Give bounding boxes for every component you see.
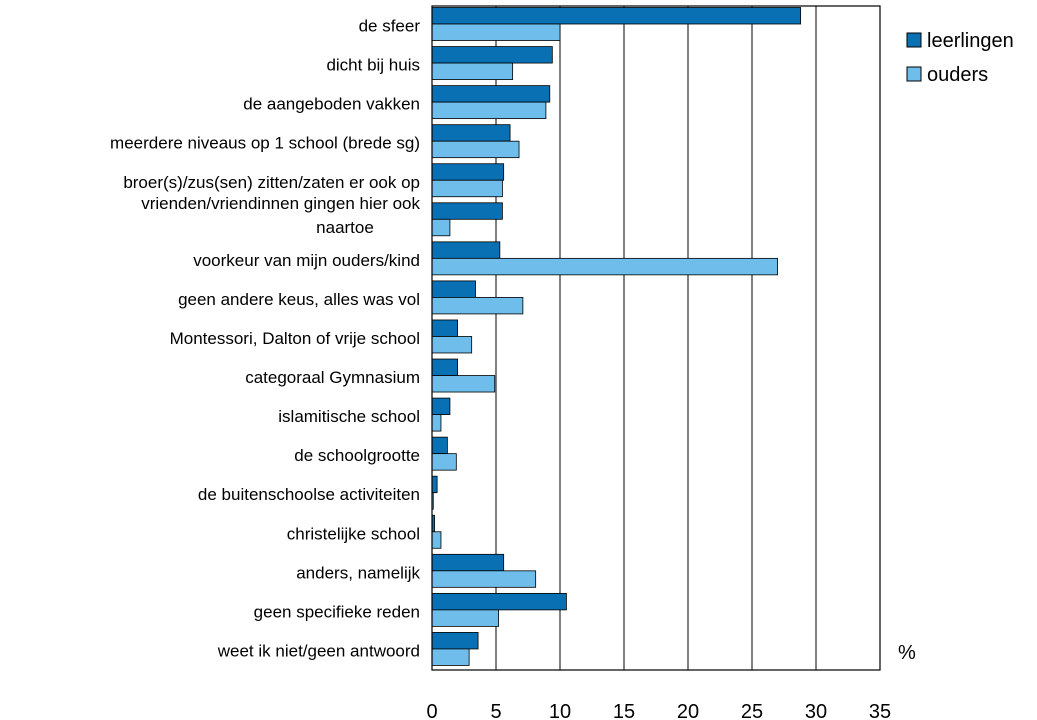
bar-leerlingen-geen-specifieke-reden: [431, 592, 567, 611]
category-label-christelijke-school: christelijke school: [287, 524, 420, 543]
bar-leerlingen-weet-ik-niet-geen-antwoord: [431, 632, 479, 650]
category-label-meerdere-niveaus-op-1-school-brede-sg: meerdere niveaus op 1 school (brede sg): [110, 134, 420, 153]
category-label-montessori-dalton-of-vrije-school: Montessori, Dalton of vrije school: [170, 329, 420, 348]
category-label-geen-specifieke-reden: geen specifieke reden: [254, 602, 420, 621]
bar-ouders-weet-ik-niet-geen-antwoord: [431, 648, 470, 666]
category-label-voorkeur-van-mijn-ouders-kind: voorkeur van mijn ouders/kind: [193, 251, 420, 270]
bar-leerlingen-de-sfeer: [431, 7, 802, 25]
bars: [431, 7, 802, 666]
bar-leerlingen-montessori-dalton-of-vrije-school: [431, 319, 459, 337]
category-label-de-buitenschoolse-activiteiten: de buitenschoolse activiteiten: [198, 485, 420, 504]
legend: leerlingen ouders: [906, 30, 1014, 86]
unit-label: %: [898, 642, 916, 664]
category-label-broer-s-zus-sen-zitten-zaten-er-ook-op: broer(s)/zus(sen) zitten/zaten er ook op: [123, 173, 420, 192]
bar-leerlingen-broer-s-zus-sen-zitten-zaten-er-ook-op: [431, 163, 505, 181]
bar-ouders-broer-s-zus-sen-zitten-zaten-er-ook-op: [431, 179, 503, 198]
category-label-anders-namelijk: anders, namelijk: [296, 563, 420, 582]
category-label-de-aangeboden-vakken: de aangeboden vakken: [243, 95, 420, 114]
bar-ouders-anders-namelijk: [431, 570, 537, 588]
bar-ouders-vrienden-vriendinnen-gingen-hier-ook-naartoe: [431, 218, 451, 237]
bar-leerlingen-de-aangeboden-vakken: [431, 85, 551, 103]
category-labels: de sfeer dicht bij huis de aangeboden vakk…: [110, 17, 420, 661]
bar-ouders-islamitische-school: [431, 414, 442, 432]
bar-ouders-christelijke-school: [431, 531, 442, 549]
tick-label-20: 20: [677, 701, 699, 720]
tick-label-35: 35: [869, 701, 891, 720]
tick-label-30: 30: [805, 701, 827, 720]
legend-swatch-leerlingen: [906, 32, 922, 48]
bar-leerlingen-geen-andere-keus-alles-was-vol: [431, 280, 476, 298]
bar-leerlingen-islamitische-school: [431, 397, 451, 415]
bar-ouders-voorkeur-van-mijn-ouders-kind: [431, 257, 779, 276]
bar-leerlingen-voorkeur-van-mijn-ouders-kind: [431, 241, 501, 259]
tick-label-0: 0: [426, 701, 437, 720]
legend-label-ouders: ouders: [927, 64, 988, 86]
category-label-categoraal-gymnasium: categoraal Gymnasium: [245, 368, 420, 387]
bar-leerlingen-de-schoolgrootte: [431, 436, 448, 455]
tick-label-5: 5: [490, 701, 501, 720]
legend-swatch-ouders: [906, 66, 922, 82]
bar-ouders-montessori-dalton-of-vrije-school: [431, 336, 473, 354]
bar-leerlingen-vrienden-vriendinnen-gingen-hier-ook-naartoe: [431, 202, 503, 220]
category-label-dicht-bij-huis: dicht bij huis: [326, 56, 420, 75]
legend-label-leerlingen: leerlingen: [927, 30, 1014, 52]
category-label-weet-ik-niet-geen-antwoord: weet ik niet/geen antwoord: [217, 641, 420, 660]
bar-leerlingen-anders-namelijk: [431, 553, 505, 572]
bar-ouders-de-schoolgrootte: [431, 453, 457, 471]
tick-label-15: 15: [613, 701, 635, 720]
category-label-geen-andere-keus-alles-was-vol: geen andere keus, alles was vol: [178, 290, 420, 309]
bar-leerlingen-meerdere-niveaus-op-1-school-brede-sg: [431, 124, 511, 142]
category-label-vrienden-vriendinnen-gingen-hier-ook-naartoe: vrienden/vriendinnen gingen hier ook naar…: [141, 194, 420, 237]
tick-label-25: 25: [741, 701, 763, 720]
category-label-islamitische-school: islamitische school: [278, 407, 420, 426]
bar-leerlingen-de-buitenschoolse-activiteiten: [431, 475, 438, 494]
tick-label-10: 10: [549, 701, 571, 720]
bar-ouders-meerdere-niveaus-op-1-school-brede-sg: [431, 140, 520, 159]
x-axis-tick-labels: 0 5 10 15 20 25 30 35: [426, 701, 891, 720]
bar-ouders-de-sfeer: [431, 23, 561, 41]
bar-ouders-categoraal-gymnasium: [431, 375, 496, 393]
bar-leerlingen-dicht-bij-huis: [431, 46, 553, 64]
bar-ouders-de-aangeboden-vakken: [431, 101, 547, 120]
category-label-de-sfeer: de sfeer: [359, 17, 421, 36]
bar-ouders-geen-andere-keus-alles-was-vol: [431, 297, 524, 315]
bar-ouders-dicht-bij-huis: [431, 62, 514, 80]
bar-ouders-geen-specifieke-reden: [431, 609, 499, 627]
plot-area-frame: [431, 5, 881, 671]
bar-leerlingen-categoraal-gymnasium: [431, 358, 459, 376]
category-label-de-schoolgrootte: de schoolgrootte: [294, 446, 420, 465]
